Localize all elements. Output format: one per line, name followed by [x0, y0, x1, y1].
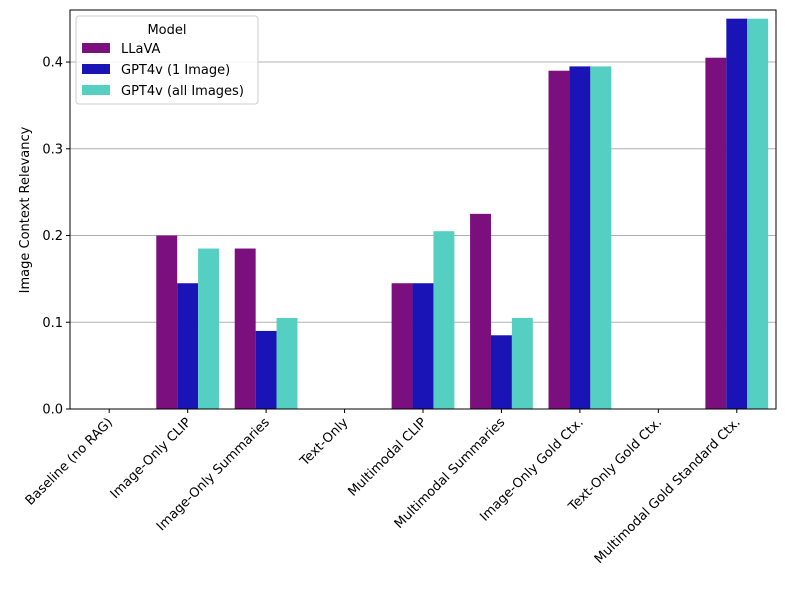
bar-gpt4v-all-images- [276, 317, 298, 409]
bar-gpt4v-1-image- [726, 18, 748, 409]
bar-llava [156, 235, 178, 409]
bar-llava [470, 213, 491, 409]
bar-gpt4v-1-image- [490, 335, 512, 409]
x-tick-label: Multimodal Gold Standard Ctx. [592, 415, 744, 567]
y-tick-label: 0.0 [42, 403, 63, 418]
bar-gpt4v-all-images- [433, 231, 455, 409]
x-tick-label: Text-Only [297, 415, 352, 470]
y-tick-label: 0.3 [42, 142, 63, 157]
x-tick-label: Multimodal CLIP [345, 415, 430, 500]
bar-gpt4v-1-image- [569, 66, 591, 409]
legend-entry-label: LLaVA [121, 42, 161, 57]
bar-gpt4v-all-images- [511, 317, 533, 409]
bar-gpt4v-all-images- [198, 248, 220, 409]
y-tick-label: 0.1 [42, 316, 63, 331]
bar-llava [705, 57, 727, 410]
y-axis-ticks: 0.0 0.1 0.2 0.3 0.4 [42, 56, 70, 418]
legend-entry-label: GPT4v (1 Image) [121, 63, 230, 78]
legend-swatch [82, 64, 110, 74]
bars [156, 18, 769, 410]
x-axis-ticks: Baseline (no RAG)Image-Only CLIPImage-On… [23, 409, 744, 567]
bar-gpt4v-all-images- [747, 18, 769, 409]
bar-llava [234, 248, 256, 409]
legend-title: Model [147, 23, 186, 38]
bar-gpt4v-all-images- [590, 66, 612, 409]
legend-entry-label: GPT4v (all Images) [121, 84, 244, 99]
legend-swatch [82, 43, 110, 53]
y-tick-label: 0.4 [42, 56, 63, 71]
bar-gpt4v-1-image- [255, 330, 277, 409]
y-tick-label: 0.2 [42, 229, 63, 244]
bar-llava [548, 70, 570, 409]
bar-gpt4v-1-image- [177, 283, 199, 409]
bar-gpt4v-1-image- [412, 283, 434, 409]
x-tick-label: Baseline (no RAG) [23, 415, 116, 508]
legend: Model LLaVA GPT4v (1 Image) GPT4v (all Ima… [75, 15, 259, 105]
y-axis-label: Image Context Relevancy [18, 126, 33, 293]
legend-swatch [82, 85, 110, 95]
bar-llava [391, 283, 413, 409]
x-tick-label: Image-Only CLIP [108, 415, 195, 502]
